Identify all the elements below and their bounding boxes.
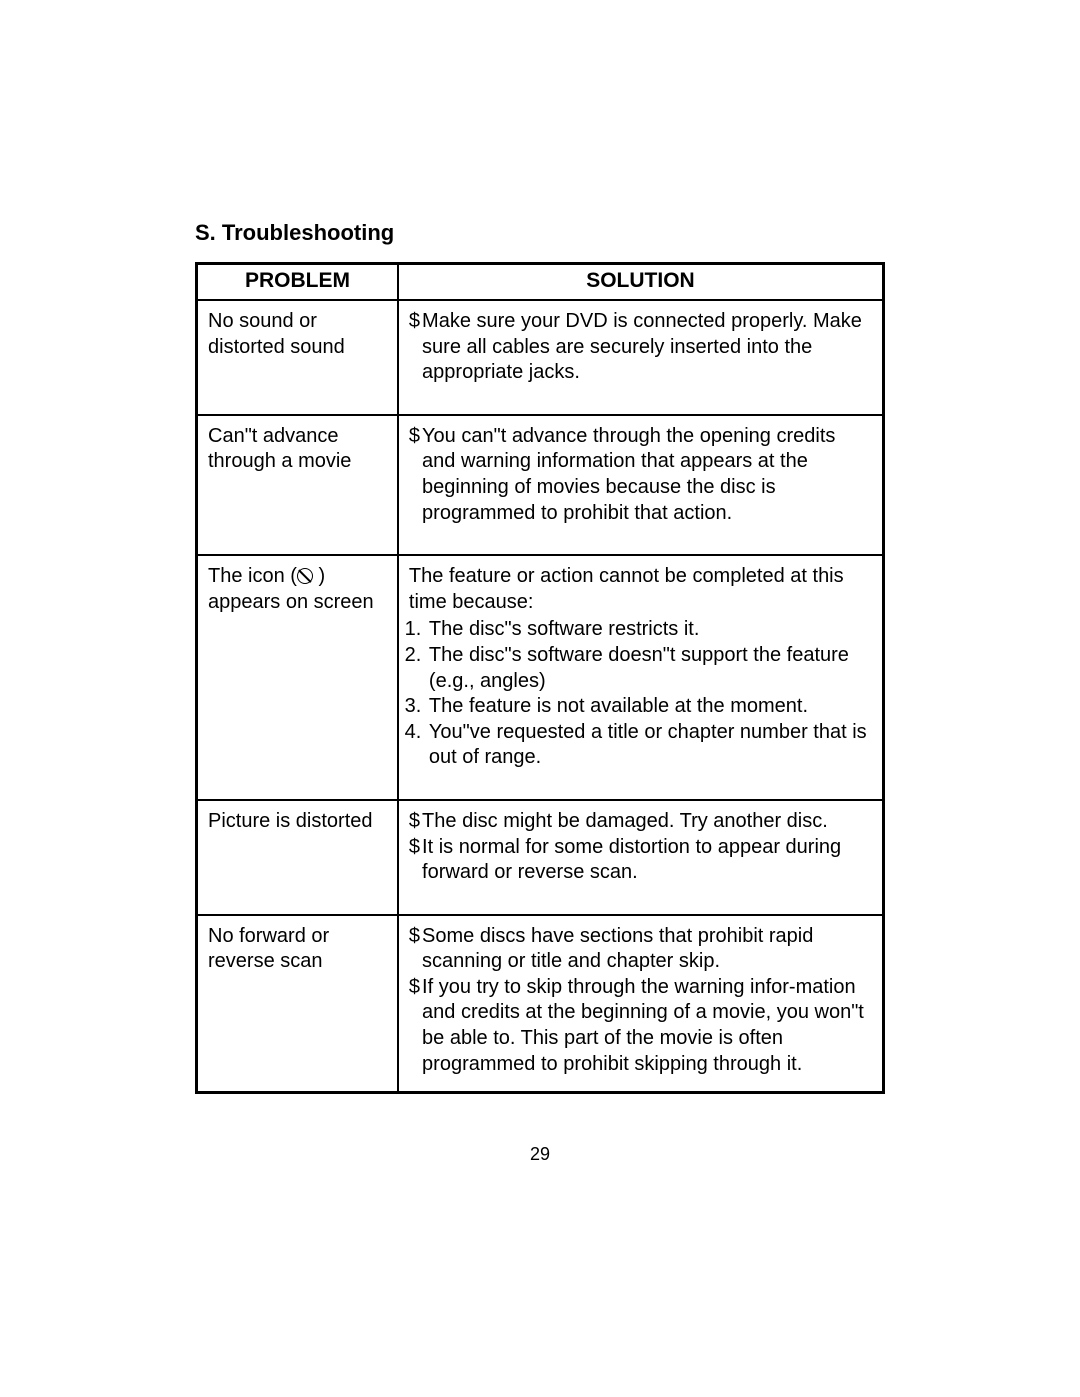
problem-cell: No forward or reverse scan [197,915,398,1093]
solution-intro: The feature or action cannot be complete… [409,564,872,615]
solution-cell: $The disc might be damaged. Try another … [398,800,884,915]
solution-text: Make sure your DVD is connected properly… [420,309,872,386]
solution-bullet: $ [409,309,420,386]
section-title: S. Troubleshooting [195,220,885,246]
solution-cell: $You can"t advance through the opening c… [398,415,884,555]
solution-cell: $Some discs have sections that prohibit … [398,915,884,1093]
solution-text: You can"t advance through the opening cr… [420,424,872,526]
table-row: Can"t advance through a movie$You can"t … [197,415,884,555]
solution-item: $It is normal for some distortion to app… [409,835,872,886]
solution-bullet: $ [409,924,420,975]
solution-text: Some discs have sections that prohibit r… [420,924,872,975]
solution-list-item: You"ve requested a title or chapter numb… [427,720,872,771]
solution-cell: The feature or action cannot be complete… [398,555,884,800]
solution-text: It is normal for some distortion to appe… [420,835,872,886]
solution-item: $Some discs have sections that prohibit … [409,924,872,975]
solution-cell: $Make sure your DVD is connected properl… [398,300,884,415]
solution-text: If you try to skip through the warning i… [420,975,872,1077]
table-header-solution: SOLUTION [398,264,884,301]
troubleshooting-table: PROBLEM SOLUTION No sound or distorted s… [195,262,885,1094]
solution-item: $Make sure your DVD is connected properl… [409,309,872,386]
table-row: No sound or distorted sound$Make sure yo… [197,300,884,415]
problem-cell: Can"t advance through a movie [197,415,398,555]
solution-list-item: The feature is not available at the mome… [427,694,872,720]
problem-cell: Picture is distorted [197,800,398,915]
problem-cell: The icon ( ) appears on screen [197,555,398,800]
table-header-problem: PROBLEM [197,264,398,301]
solution-bullet: $ [409,975,420,1077]
problem-cell: No sound or distorted sound [197,300,398,415]
solution-bullet: $ [409,809,420,835]
solution-item: $You can"t advance through the opening c… [409,424,872,526]
solution-bullet: $ [409,835,420,886]
table-row: No forward or reverse scan$Some discs ha… [197,915,884,1093]
table-row: Picture is distorted$The disc might be d… [197,800,884,915]
page-number: 29 [0,1144,1080,1165]
solution-list: The disc"s software restricts it.The dis… [409,617,872,771]
solution-item: $ If you try to skip through the warning… [409,975,872,1077]
solution-list-item: The disc"s software restricts it. [427,617,872,643]
page: S. Troubleshooting PROBLEM SOLUTION No s… [0,0,1080,1397]
solution-text: The disc might be damaged. Try another d… [420,809,872,835]
solution-list-item: The disc"s software doesn"t support the … [427,643,872,694]
prohibit-icon [297,568,313,584]
solution-bullet: $ [409,424,420,526]
solution-item: $The disc might be damaged. Try another … [409,809,872,835]
table-row: The icon ( ) appears on screenThe featur… [197,555,884,800]
